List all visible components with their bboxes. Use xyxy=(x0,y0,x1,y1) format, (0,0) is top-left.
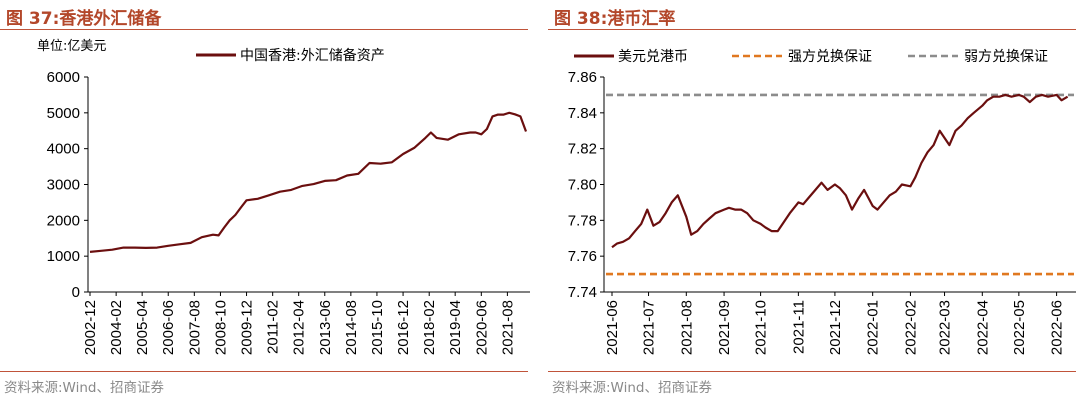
legend-label-weak: 弱方兑换保证 xyxy=(964,48,1048,65)
x-tick-label: 2014-08 xyxy=(343,300,360,355)
source-note: 资料来源:Wind、招商证券 xyxy=(552,380,712,396)
y-tick-label: 1000 xyxy=(47,248,80,265)
legend-label-usdhkd: 美元兑港币 xyxy=(618,49,688,65)
figure-title: 图 38:港币汇率 xyxy=(554,9,676,29)
title-divider xyxy=(0,29,528,30)
x-tick-label: 2022-04 xyxy=(974,300,991,355)
x-tick-label: 2022-05 xyxy=(1011,300,1028,355)
reserves-chart: 0 1000 2000 3000 4000 5000 6000 2002-12 2004-02 2… xyxy=(37,39,530,355)
legend-label: 中国香港:外汇储备资产 xyxy=(240,47,385,64)
y-tick-label: 7.82 xyxy=(568,141,597,158)
y-tick-label: 7.84 xyxy=(568,105,597,122)
x-tick-label: 2022-01 xyxy=(865,300,882,355)
y-tick-label: 0 xyxy=(72,284,80,301)
x-tick-label: 2002-12 xyxy=(82,300,99,355)
x-tick-label: 2019-04 xyxy=(447,300,464,355)
x-tick-label: 2021-09 xyxy=(716,300,733,355)
series-line-reserves xyxy=(89,111,528,253)
x-tick-label: 2021-08 xyxy=(678,300,695,355)
y-tick-label: 6000 xyxy=(47,69,80,86)
y-tick-label: 5000 xyxy=(47,105,80,122)
x-tick-label: 2015-10 xyxy=(369,300,386,355)
x-tick-label: 2005-04 xyxy=(134,300,151,355)
x-tick-label: 2009-12 xyxy=(239,300,256,355)
y-tick-label: 7.74 xyxy=(568,284,597,301)
x-tick-label: 2022-02 xyxy=(902,300,919,355)
y-tick-label: 7.80 xyxy=(568,177,597,194)
right-chart-panel: 图 38:港币汇率 7.74 7.76 7.78 7.80 7.82 7.84 7.86 20… xyxy=(548,0,1080,400)
x-tick-label: 2018-02 xyxy=(421,300,438,355)
legend-label-strong: 强方兑换保证 xyxy=(788,48,872,65)
x-tick-label: 2021-11 xyxy=(790,300,807,354)
x-tick-label: 2021-10 xyxy=(753,300,770,355)
source-divider xyxy=(548,371,1076,372)
x-tick-label: 2011-02 xyxy=(265,300,282,354)
x-tick-label: 2012-04 xyxy=(291,300,308,355)
x-tick-label: 2007-08 xyxy=(186,300,203,355)
x-tick-label: 2006-06 xyxy=(160,300,177,355)
x-tick-label: 2021-07 xyxy=(641,300,658,355)
x-tick-label: 2022-06 xyxy=(1049,300,1066,355)
title-divider xyxy=(548,29,1076,30)
x-tick-label: 2004-02 xyxy=(108,300,125,355)
x-tick-label: 2021-06 xyxy=(604,300,621,355)
hkd-exchange-rate-chart: 7.74 7.76 7.78 7.80 7.82 7.84 7.86 2021-06 2021-… xyxy=(568,48,1076,355)
left-chart-panel: 图 37:香港外汇储备 0 1000 2000 3000 4000 5000 6000 200… xyxy=(0,0,532,400)
figure-title: 图 37:香港外汇储备 xyxy=(6,9,162,29)
x-tick-label: 2008-10 xyxy=(212,300,229,355)
x-tick-label: 2021-08 xyxy=(499,300,516,355)
source-divider xyxy=(0,371,528,372)
x-tick-label: 2020-06 xyxy=(473,300,490,355)
y-tick-label: 7.86 xyxy=(568,69,597,86)
y-tick-label: 3000 xyxy=(47,177,80,194)
y-tick-label: 4000 xyxy=(47,141,80,158)
x-tick-label: 2021-12 xyxy=(827,300,844,355)
unit-label: 单位:亿美元 xyxy=(37,39,106,54)
x-tick-label: 2013-06 xyxy=(317,300,334,355)
y-tick-label: 2000 xyxy=(47,212,80,229)
source-note: 资料来源:Wind、招商证券 xyxy=(4,380,164,396)
x-tick-label: 2022-03 xyxy=(937,300,954,355)
x-tick-label: 2016-12 xyxy=(395,300,412,355)
y-tick-label: 7.78 xyxy=(568,212,597,229)
y-tick-label: 7.76 xyxy=(568,248,597,265)
series-line-usdhkd xyxy=(611,93,1069,249)
